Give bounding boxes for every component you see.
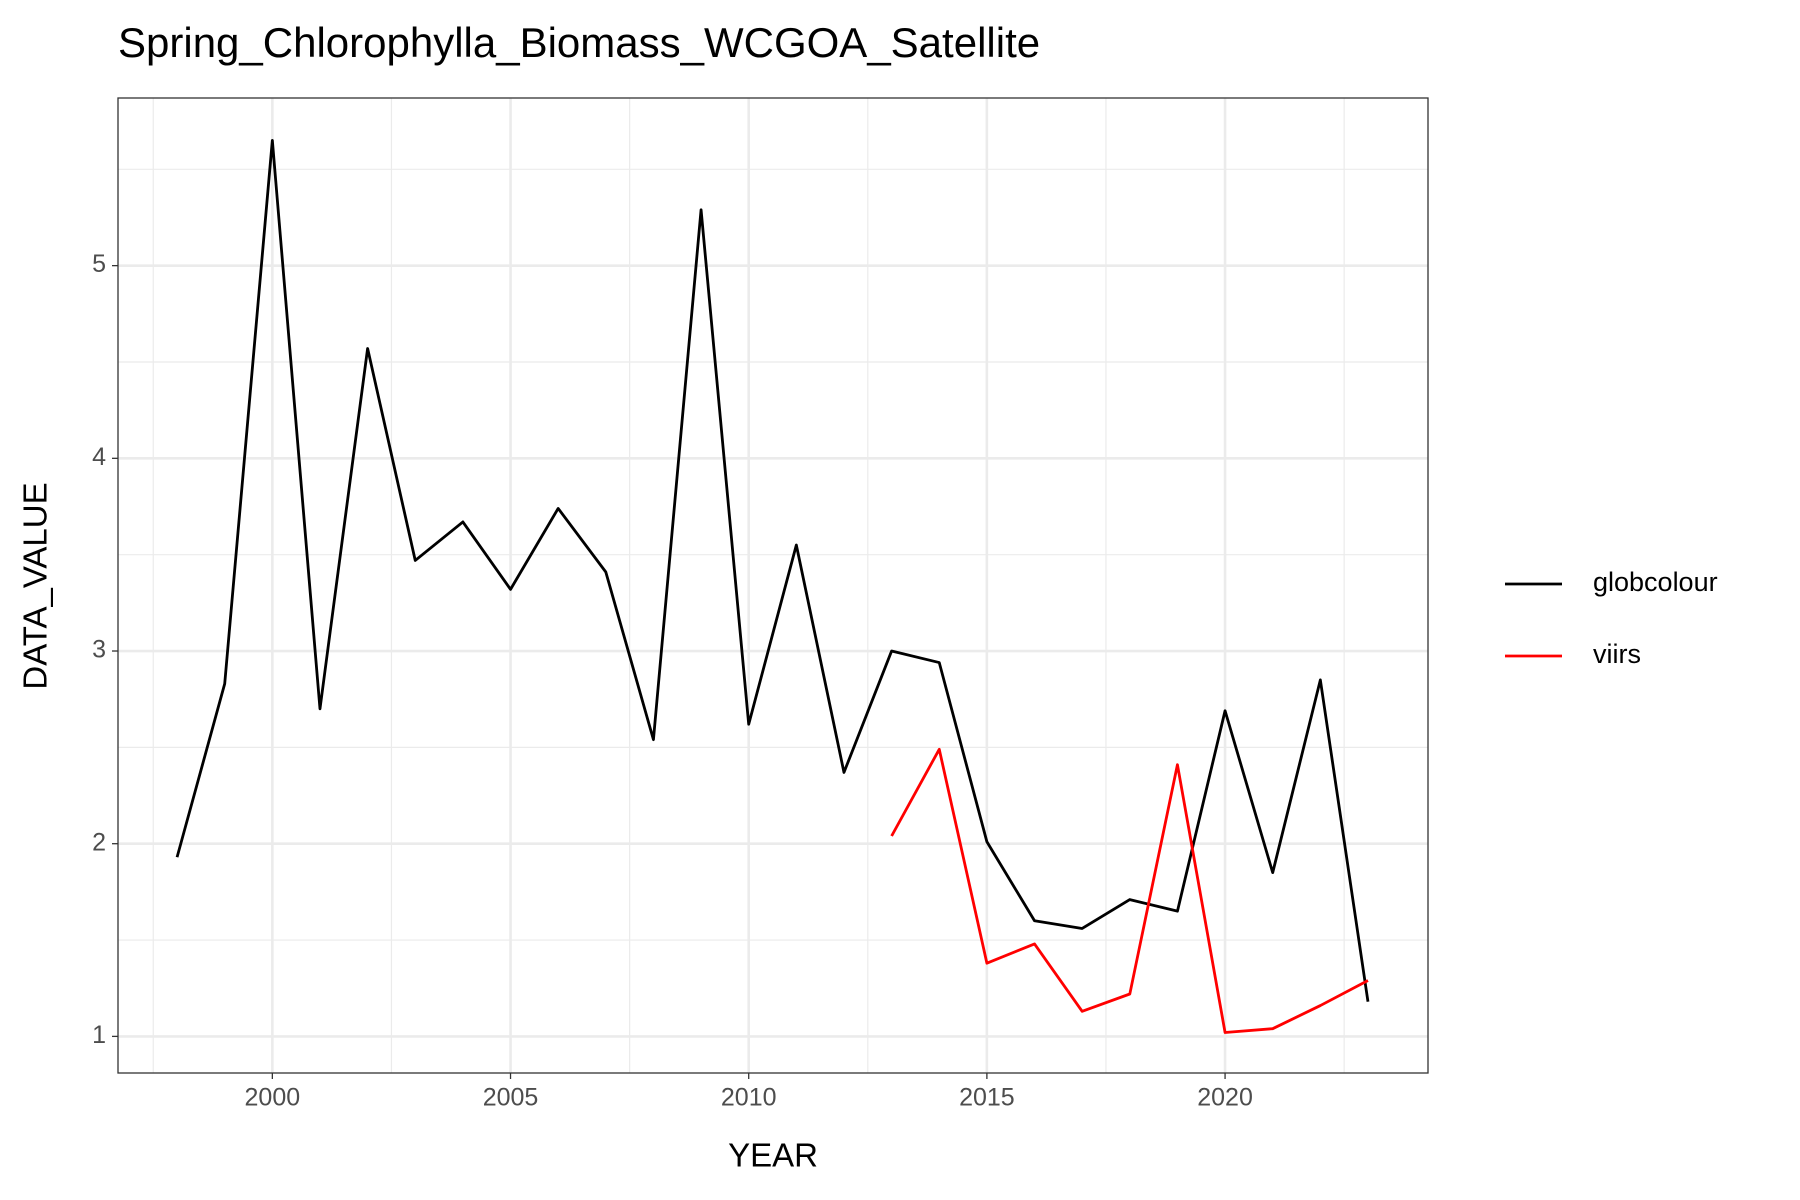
series-line	[175, 138, 1370, 1002]
y-tick-label: 4	[92, 443, 106, 471]
x-tick-label: 2010	[721, 1084, 777, 1112]
y-tick-label: 3	[92, 636, 106, 664]
plot-background	[118, 98, 1428, 1073]
x-tick-label: 2020	[1197, 1084, 1253, 1112]
x-tick-label: 2000	[245, 1084, 301, 1112]
legend-label: viirs	[1593, 639, 1641, 669]
x-axis-title: YEAR	[728, 1137, 818, 1174]
y-tick-label: 2	[92, 828, 106, 856]
x-tick-label: 2005	[483, 1084, 539, 1112]
x-tick-label: 2015	[959, 1084, 1015, 1112]
series-line	[890, 747, 1369, 1034]
legend-label: globcolour	[1593, 567, 1718, 597]
chart-title: Spring_Chlorophylla_Biomass_WCGOA_Satell…	[118, 19, 1040, 66]
y-tick-label: 1	[92, 1021, 106, 1049]
y-tick-label: 5	[92, 250, 106, 278]
y-axis-title: DATA_VALUE	[17, 482, 54, 689]
plot-border	[117, 97, 1429, 1074]
